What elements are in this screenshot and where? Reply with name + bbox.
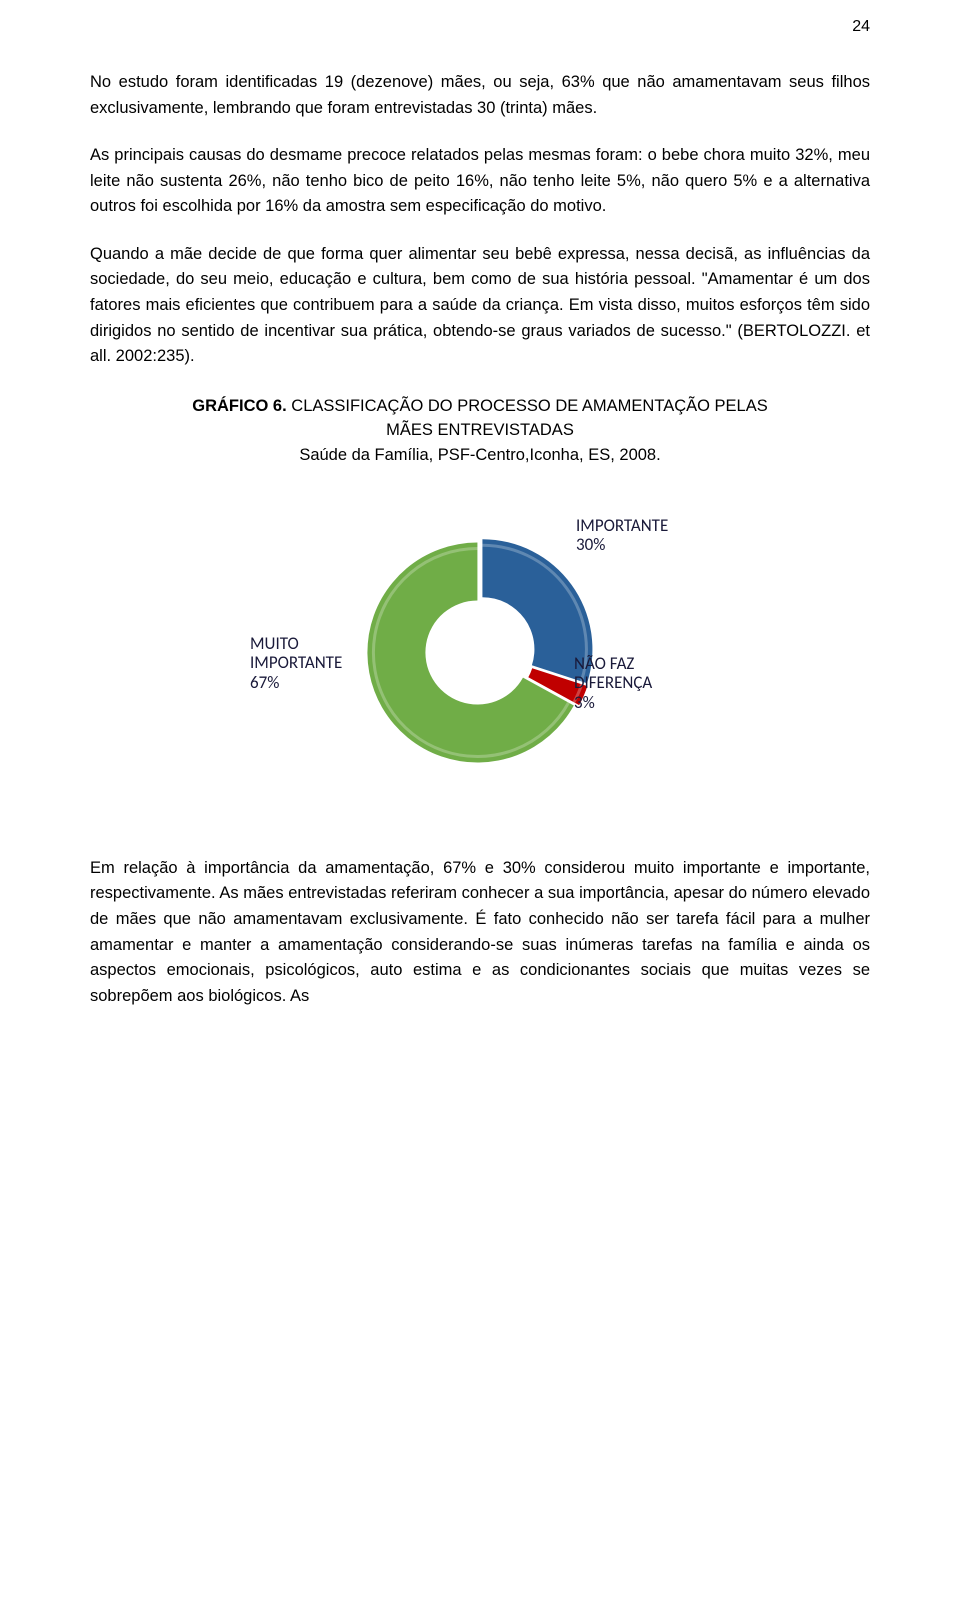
label-muito-line2: IMPORTANTE xyxy=(250,652,342,673)
label-muito-pct: 67% xyxy=(250,672,279,693)
label-muito-line1: MUITO xyxy=(250,633,299,654)
label-importante-pct: 30% xyxy=(576,534,605,555)
page-number: 24 xyxy=(852,18,870,36)
chart-heading-rest1: CLASSIFICAÇÃO DO PROCESSO DE AMAMENTAÇÃO… xyxy=(287,397,768,415)
chart-heading-bold: GRÁFICO 6. xyxy=(192,397,286,415)
paragraph-4: Em relação à importância da amamentação,… xyxy=(90,856,870,1009)
label-importante-name: IMPORTANTE xyxy=(576,515,668,536)
chart-heading-line3: Saúde da Família, PSF-Centro,Iconha, ES,… xyxy=(299,446,660,464)
chart-wrapper: IMPORTANTE 30% NÃO FAZ DIFERENÇA 3% MUIT… xyxy=(90,486,870,816)
paragraph-2: As principais causas do desmame precoce … xyxy=(90,143,870,220)
label-naofaz-line1: NÃO FAZ xyxy=(574,653,634,674)
paragraph-1: No estudo foram identificadas 19 (dezeno… xyxy=(90,70,870,121)
donut-chart xyxy=(350,521,610,781)
label-naofaz-pct: 3% xyxy=(574,692,595,713)
label-muito: MUITO IMPORTANTE 67% xyxy=(250,634,342,693)
chart-heading-line2: MÃES ENTREVISTADAS xyxy=(386,421,574,439)
paragraph-3: Quando a mãe decide de que forma quer al… xyxy=(90,242,870,370)
label-naofaz: NÃO FAZ DIFERENÇA 3% xyxy=(574,654,652,713)
chart-inner: IMPORTANTE 30% NÃO FAZ DIFERENÇA 3% MUIT… xyxy=(240,486,720,816)
page-container: 24 No estudo foram identificadas 19 (dez… xyxy=(0,0,960,1091)
label-naofaz-line2: DIFERENÇA xyxy=(574,672,652,693)
label-importante: IMPORTANTE 30% xyxy=(576,516,668,555)
chart-heading: GRÁFICO 6. CLASSIFICAÇÃO DO PROCESSO DE … xyxy=(90,394,870,468)
